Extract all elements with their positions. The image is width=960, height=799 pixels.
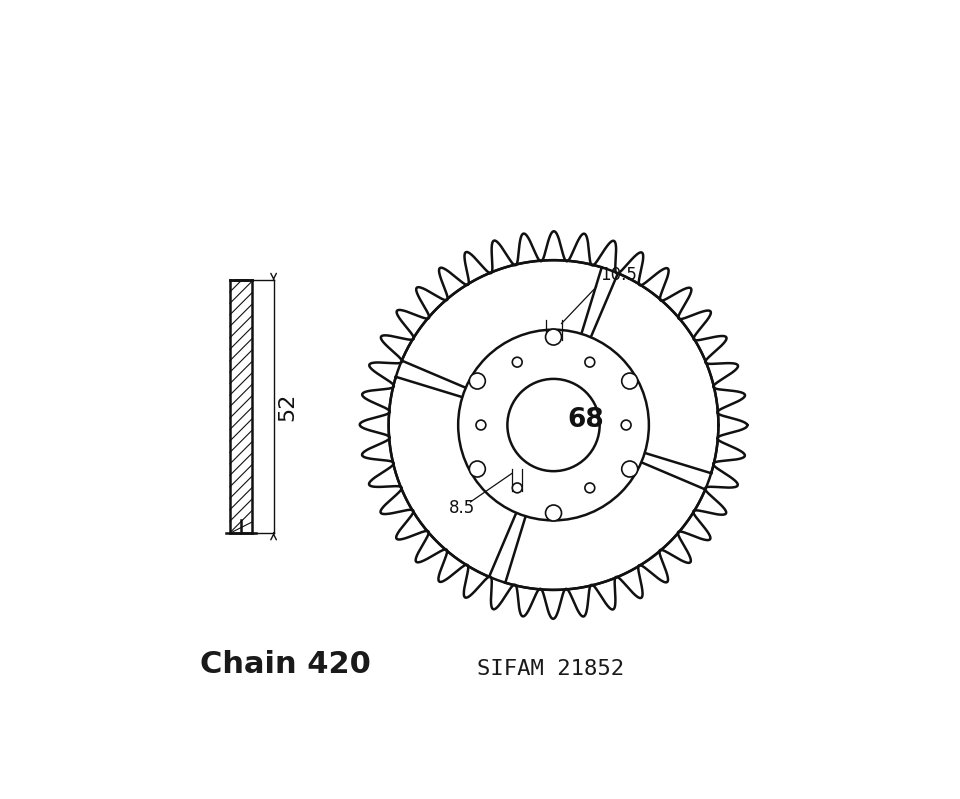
- Polygon shape: [580, 273, 718, 473]
- Polygon shape: [505, 451, 706, 590]
- Circle shape: [622, 373, 637, 389]
- Circle shape: [469, 373, 486, 389]
- Polygon shape: [389, 260, 718, 590]
- Circle shape: [458, 330, 649, 520]
- Polygon shape: [401, 260, 602, 399]
- Circle shape: [545, 505, 562, 521]
- Text: 8.5: 8.5: [449, 499, 475, 517]
- Circle shape: [469, 461, 486, 477]
- Text: 52: 52: [277, 392, 298, 421]
- Circle shape: [621, 420, 631, 430]
- Circle shape: [476, 420, 486, 430]
- Circle shape: [622, 461, 637, 477]
- Polygon shape: [360, 231, 747, 618]
- Circle shape: [513, 483, 522, 493]
- Circle shape: [585, 357, 595, 367]
- Circle shape: [513, 357, 522, 367]
- Circle shape: [585, 483, 595, 493]
- Circle shape: [508, 379, 600, 471]
- Text: SIFAM 21852: SIFAM 21852: [477, 659, 624, 679]
- Polygon shape: [389, 377, 527, 577]
- Text: Chain 420: Chain 420: [200, 650, 371, 679]
- Circle shape: [545, 329, 562, 345]
- Text: 68: 68: [567, 407, 604, 433]
- Text: 10.5: 10.5: [600, 265, 636, 284]
- Polygon shape: [229, 280, 252, 533]
